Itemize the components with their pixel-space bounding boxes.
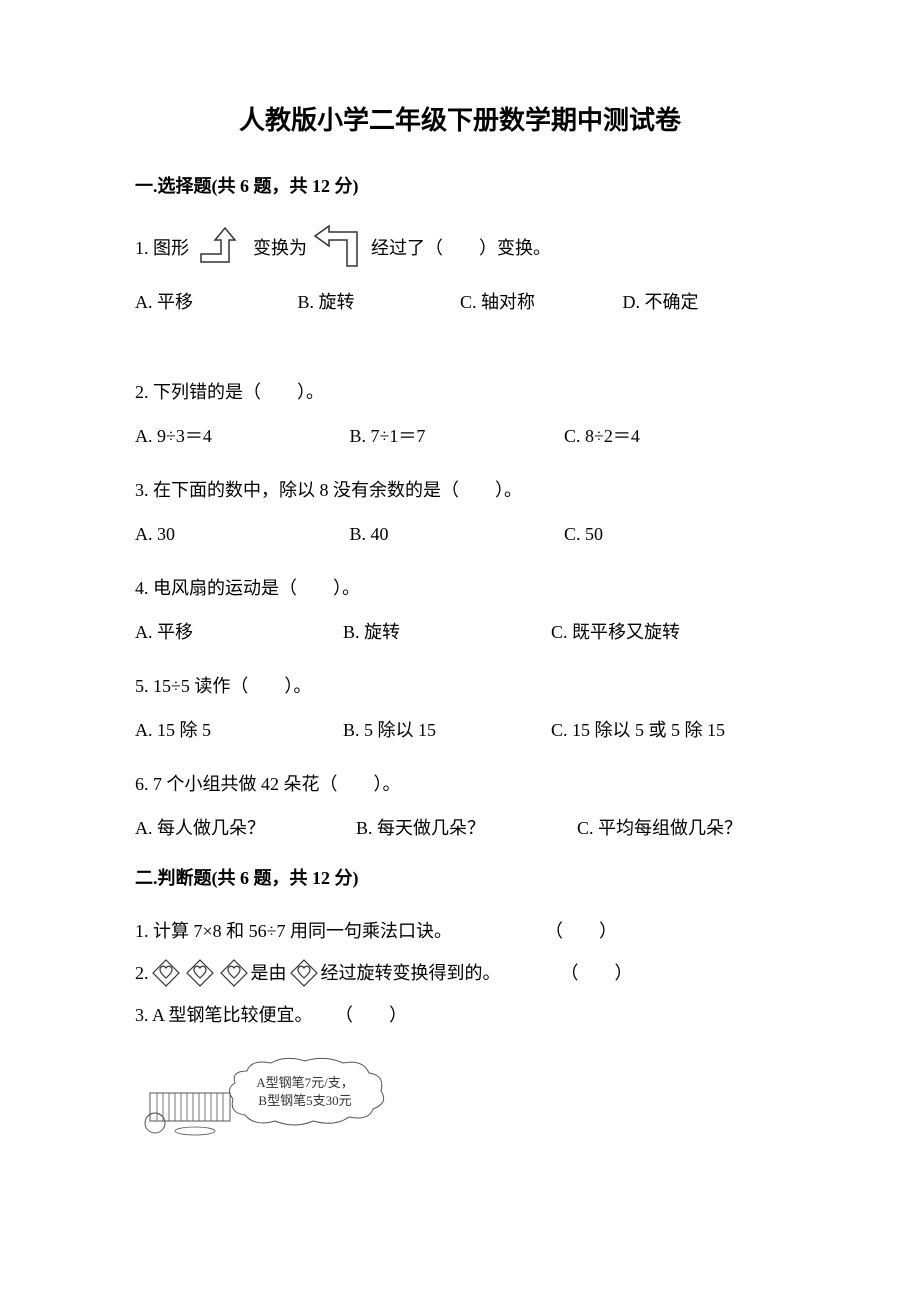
q1-opt-c: C. 轴对称 (460, 284, 623, 320)
q6-text: 6. 7 个小组共做 42 朵花（ ）。 (135, 766, 785, 802)
tf2-prefix: 2. (135, 955, 149, 991)
tf3-text: 3. A 型钢笔比较便宜。 (135, 997, 335, 1033)
pen-price-illustration: A型钢笔7元/支， B型钢笔5支30元 (135, 1053, 785, 1152)
diamond-heart-icon (185, 958, 215, 988)
tf-question-1: 1. 计算 7×8 和 56÷7 用同一句乘法口诀。 （ ） (135, 913, 785, 949)
q1-mid: 变换为 (253, 230, 307, 266)
q3-text: 3. 在下面的数中，除以 8 没有余数的是（ ）。 (135, 472, 785, 508)
question-1: 1. 图形 变换为 经过了（ ）变换。 A. 平移 B. 旋转 C. 轴对称 D… (135, 220, 785, 320)
section-2-header: 二.判断题(共 6 题，共 12 分) (135, 864, 785, 893)
diamond-heart-icon (219, 958, 249, 988)
q1-prefix: 1. 图形 (135, 230, 189, 266)
q5-text: 5. 15÷5 读作（ ）。 (135, 668, 785, 704)
shape-left-arrow-large (311, 220, 367, 276)
diamond-heart-icon (289, 958, 319, 988)
question-3: 3. 在下面的数中，除以 8 没有余数的是（ ）。 A. 30 B. 40 C.… (135, 472, 785, 552)
bubble-line2: B型钢笔5支30元 (258, 1093, 351, 1108)
q3-opt-b: B. 40 (350, 516, 565, 552)
tf3-bracket: （ ） (335, 997, 407, 1033)
tf2-suffix: 经过旋转变换得到的。 (321, 955, 501, 991)
q4-opt-c: C. 既平移又旋转 (551, 614, 759, 650)
q1-opt-b: B. 旋转 (298, 284, 461, 320)
tf1-bracket: （ ） (545, 913, 617, 949)
q1-opt-a: A. 平移 (135, 284, 298, 320)
question-2: 2. 下列错的是（ ）。 A. 9÷3＝4 B. 7÷1＝7 C. 8÷2＝4 (135, 374, 785, 454)
question-4: 4. 电风扇的运动是（ ）。 A. 平移 B. 旋转 C. 既平移又旋转 (135, 570, 785, 650)
section-1-header: 一.选择题(共 6 题，共 12 分) (135, 172, 785, 201)
q3-options: A. 30 B. 40 C. 50 (135, 516, 785, 552)
q1-options: A. 平移 B. 旋转 C. 轴对称 D. 不确定 (135, 284, 785, 320)
tf2-bracket: （ ） (561, 955, 633, 991)
q6-opt-c: C. 平均每组做几朵？ (577, 810, 785, 846)
q6-opt-b: B. 每天做几朵？ (356, 810, 577, 846)
q2-opt-a: A. 9÷3＝4 (135, 418, 350, 454)
q5-opt-b: B. 5 除以 15 (343, 712, 551, 748)
q2-opt-b: B. 7÷1＝7 (350, 418, 565, 454)
q4-text: 4. 电风扇的运动是（ ）。 (135, 570, 785, 606)
tf2-mid: 是由 (251, 955, 287, 991)
bubble-line1: A型钢笔7元/支， (256, 1075, 354, 1090)
q2-options: A. 9÷3＝4 B. 7÷1＝7 C. 8÷2＝4 (135, 418, 785, 454)
q6-options: A. 每人做几朵？ B. 每天做几朵？ C. 平均每组做几朵？ (135, 810, 785, 846)
q3-opt-a: A. 30 (135, 516, 350, 552)
question-5: 5. 15÷5 读作（ ）。 A. 15 除 5 B. 5 除以 15 C. 1… (135, 668, 785, 748)
q4-opt-b: B. 旋转 (343, 614, 551, 650)
q5-options: A. 15 除 5 B. 5 除以 15 C. 15 除以 5 或 5 除 15 (135, 712, 785, 748)
q1-opt-d: D. 不确定 (623, 284, 786, 320)
q1-suffix: 经过了（ ）变换。 (371, 230, 551, 266)
exam-title: 人教版小学二年级下册数学期中测试卷 (135, 100, 785, 142)
shape-up-arrow-small (193, 226, 249, 270)
q6-opt-a: A. 每人做几朵？ (135, 810, 356, 846)
tf1-text: 1. 计算 7×8 和 56÷7 用同一句乘法口诀。 (135, 913, 545, 949)
q2-text: 2. 下列错的是（ ）。 (135, 374, 785, 410)
q5-opt-a: A. 15 除 5 (135, 712, 343, 748)
q5-opt-c: C. 15 除以 5 或 5 除 15 (551, 712, 759, 748)
q2-opt-c: C. 8÷2＝4 (564, 418, 779, 454)
diamond-heart-icon (151, 958, 181, 988)
q3-opt-c: C. 50 (564, 516, 779, 552)
q4-options: A. 平移 B. 旋转 C. 既平移又旋转 (135, 614, 785, 650)
tf-question-3: 3. A 型钢笔比较便宜。 （ ） (135, 997, 785, 1033)
q4-opt-a: A. 平移 (135, 614, 343, 650)
tf-question-2: 2. 是由 经过旋转变换得到的。 （ ） (135, 955, 785, 991)
question-6: 6. 7 个小组共做 42 朵花（ ）。 A. 每人做几朵？ B. 每天做几朵？… (135, 766, 785, 846)
